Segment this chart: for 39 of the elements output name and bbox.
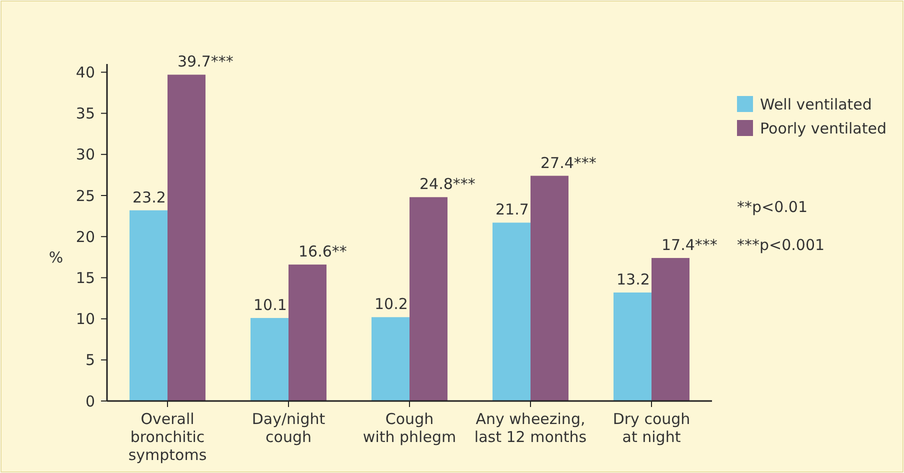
data-label: 10.2 [374,295,408,314]
y-axis-title: % [48,248,64,266]
bar [130,210,168,401]
bar [530,176,568,401]
y-tick-label: 40 [76,63,95,82]
bar [614,292,652,401]
x-tick-label: Overall bronchitic symptoms [128,410,207,464]
bar [410,197,448,401]
data-label: 10.1 [254,296,287,314]
data-label: 17.4*** [662,236,718,254]
data-label: 21.7 [496,200,529,219]
x-tick-label: Dry cough at night [612,410,690,446]
y-tick-label: 30 [76,146,95,164]
y-tick-label: 25 [76,186,95,205]
y-tick-label: 20 [76,228,95,246]
bar [288,264,326,401]
bar [168,74,206,401]
text: **p<0.01 [737,198,808,216]
bar [250,318,288,401]
y-tick-label: 0 [85,392,95,410]
y-tick-label: 35 [76,104,95,123]
data-label: 24.8*** [420,175,476,194]
legend-label: Well ventilated [760,95,872,114]
y-tick-label: 15 [76,268,95,287]
data-label: 39.7*** [178,52,234,71]
x-tick-label: Cough with phlegm [362,410,456,446]
bar [372,317,410,401]
data-label: 23.2 [132,188,166,206]
data-label: 27.4*** [540,154,597,172]
text: ***p<0.001 [737,236,825,254]
data-label: 16.6** [298,242,348,261]
bar [492,222,530,401]
legend-label: Poorly ventilated [760,119,886,138]
x-tick-label: Day/night cough [252,410,326,446]
bar [652,258,690,401]
x-tick-label: Any wheezing, last 12 months [474,410,587,446]
data-label: 13.2 [616,270,650,288]
y-tick-label: 10 [76,310,95,328]
y-tick-label: 5 [85,351,95,370]
